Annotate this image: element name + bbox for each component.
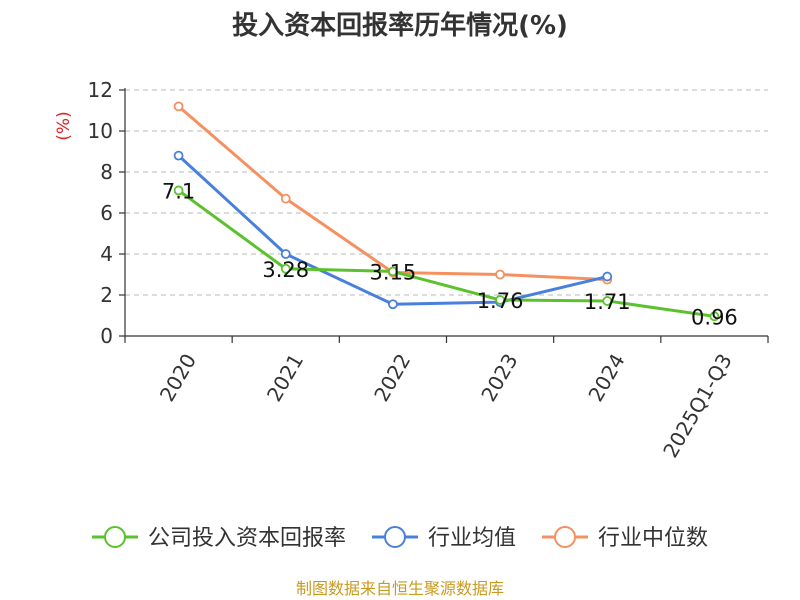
data-point xyxy=(280,249,291,259)
x-tick-label: 2020 xyxy=(155,350,201,406)
series-line xyxy=(177,189,715,318)
data-point xyxy=(388,299,398,310)
legend-item[interactable]: 行业中位数 xyxy=(542,526,708,551)
x-tick-label: 2023 xyxy=(476,350,522,406)
legend[interactable]: 公司投入资本回报率 行业均值 行业中位数 xyxy=(92,526,708,551)
legend-marker xyxy=(104,526,126,548)
legend-label: 行业均值 xyxy=(428,526,516,551)
data-point xyxy=(280,263,291,274)
y-tick-label: 12 xyxy=(88,78,113,102)
axes: 0 2 4 6 8 10 12 2020 2021 2022 2023 2024 2025Q1-Q3 xyxy=(88,78,769,462)
legend-label: 行业中位数 xyxy=(598,526,708,551)
series-lines xyxy=(173,101,720,322)
y-tick-label: 10 xyxy=(88,119,113,143)
data-labels: 7.1 3.28 3.15 1.76 1.71 0.96 xyxy=(162,179,738,329)
data-point xyxy=(173,150,184,161)
y-tick-label: 6 xyxy=(100,201,113,225)
data-label: 0.96 xyxy=(691,305,738,329)
data-point xyxy=(495,295,505,305)
data-point xyxy=(602,296,613,306)
data-label: 7.1 xyxy=(162,179,195,203)
y-axis-unit-label: (%) xyxy=(54,111,74,140)
x-tick-label: 2021 xyxy=(262,350,308,406)
y-tick-label: 0 xyxy=(100,324,113,348)
data-point xyxy=(495,269,505,280)
data-point xyxy=(173,101,184,112)
data-point xyxy=(388,266,398,277)
data-label: 1.71 xyxy=(584,290,631,314)
legend-marker xyxy=(554,526,576,548)
x-tick-label: 2022 xyxy=(369,350,415,406)
legend-item[interactable]: 公司投入资本回报率 xyxy=(92,526,346,551)
y-tick-label: 2 xyxy=(100,283,113,307)
source-note: 制图数据来自恒生聚源数据库 xyxy=(296,579,504,598)
grid-lines xyxy=(125,89,768,296)
data-point xyxy=(709,311,720,322)
legend-marker xyxy=(384,526,406,548)
y-tick-label: 8 xyxy=(100,160,113,184)
legend-item[interactable]: 行业均值 xyxy=(372,526,516,551)
y-tick-label: 4 xyxy=(100,242,113,266)
chart-title: 投入资本回报率历年情况(%) xyxy=(232,10,568,41)
data-point xyxy=(280,193,291,204)
data-point xyxy=(173,185,184,196)
data-point xyxy=(602,271,613,282)
data-label: 3.28 xyxy=(262,258,309,282)
legend-label: 公司投入资本回报率 xyxy=(148,526,346,551)
x-tick-label: 2025Q1-Q3 xyxy=(658,350,737,462)
data-label: 1.76 xyxy=(477,289,524,313)
data-label: 3.15 xyxy=(370,260,417,284)
x-tick-label: 2024 xyxy=(583,350,629,406)
